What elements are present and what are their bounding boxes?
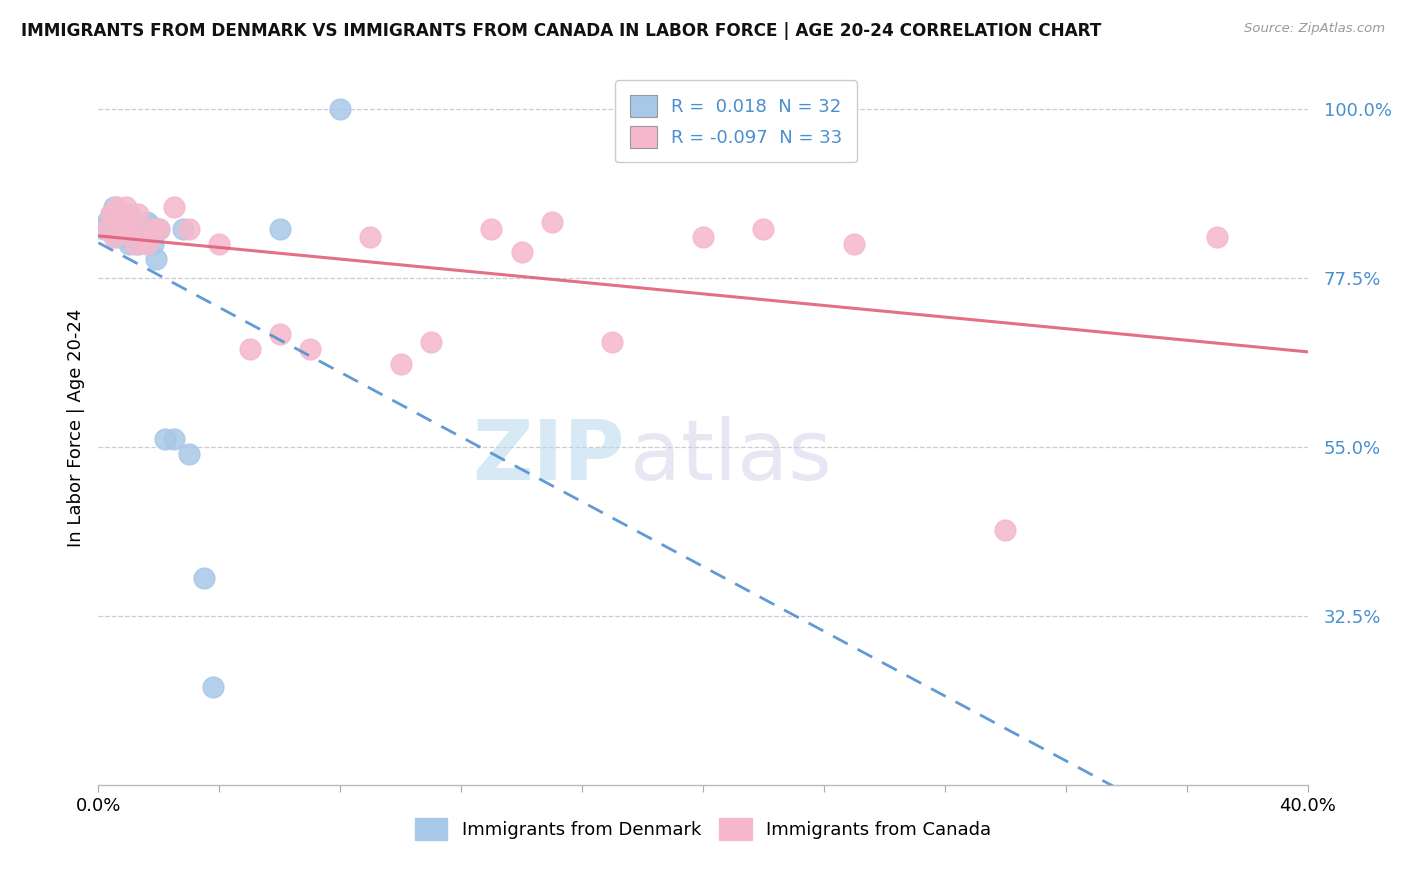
Point [179, 222, 201, 236]
Point [118, 237, 141, 252]
Point [752, 222, 775, 236]
Point [132, 222, 155, 236]
Point [111, 229, 134, 244]
Point [108, 207, 131, 221]
Point [103, 211, 125, 225]
Point [602, 334, 624, 349]
Point [329, 102, 352, 116]
Point [139, 219, 162, 233]
Point [389, 357, 412, 371]
Point [93, 222, 115, 236]
Point [145, 252, 167, 267]
Text: Source: ZipAtlas.com: Source: ZipAtlas.com [1244, 22, 1385, 36]
Point [100, 207, 122, 221]
Point [360, 229, 382, 244]
Point [96, 222, 118, 236]
Point [163, 200, 186, 214]
Point [994, 523, 1017, 537]
Point [132, 229, 155, 244]
Point [420, 334, 443, 349]
Point [172, 222, 194, 236]
Point [208, 237, 231, 252]
Point [269, 222, 291, 236]
Point [100, 207, 122, 221]
Point [124, 229, 146, 244]
Point [111, 219, 134, 233]
Point [105, 200, 128, 214]
Point [96, 214, 118, 228]
Point [127, 207, 149, 221]
Point [100, 222, 122, 236]
Point [142, 237, 165, 252]
Text: atlas: atlas [630, 417, 832, 497]
Point [1206, 229, 1229, 244]
Point [124, 237, 146, 252]
Point [239, 343, 262, 357]
Point [121, 222, 143, 236]
Point [481, 222, 503, 236]
Point [299, 343, 322, 357]
Point [193, 571, 215, 585]
Point [142, 222, 165, 236]
Point [105, 229, 128, 244]
Point [108, 222, 131, 236]
Point [163, 433, 186, 447]
Y-axis label: In Labor Force | Age 20-24: In Labor Force | Age 20-24 [66, 309, 84, 548]
Point [114, 200, 136, 214]
Point [118, 207, 141, 221]
Point [153, 433, 176, 447]
Point [118, 211, 141, 225]
Legend: Immigrants from Denmark, Immigrants from Canada: Immigrants from Denmark, Immigrants from… [408, 811, 998, 847]
Point [121, 222, 143, 236]
Point [103, 222, 125, 236]
Point [269, 327, 291, 342]
Point [135, 237, 157, 252]
Point [111, 222, 134, 236]
Point [844, 237, 866, 252]
Point [202, 681, 225, 695]
Text: ZIP: ZIP [472, 417, 624, 497]
Point [135, 214, 157, 228]
Point [114, 222, 136, 236]
Text: IMMIGRANTS FROM DENMARK VS IMMIGRANTS FROM CANADA IN LABOR FORCE | AGE 20-24 COR: IMMIGRANTS FROM DENMARK VS IMMIGRANTS FR… [21, 22, 1101, 40]
Point [692, 229, 714, 244]
Point [108, 207, 131, 221]
Point [148, 222, 170, 236]
Point [510, 244, 533, 259]
Point [103, 229, 125, 244]
Point [148, 222, 170, 236]
Point [103, 200, 125, 214]
Point [540, 214, 562, 228]
Point [127, 237, 149, 252]
Point [179, 447, 201, 461]
